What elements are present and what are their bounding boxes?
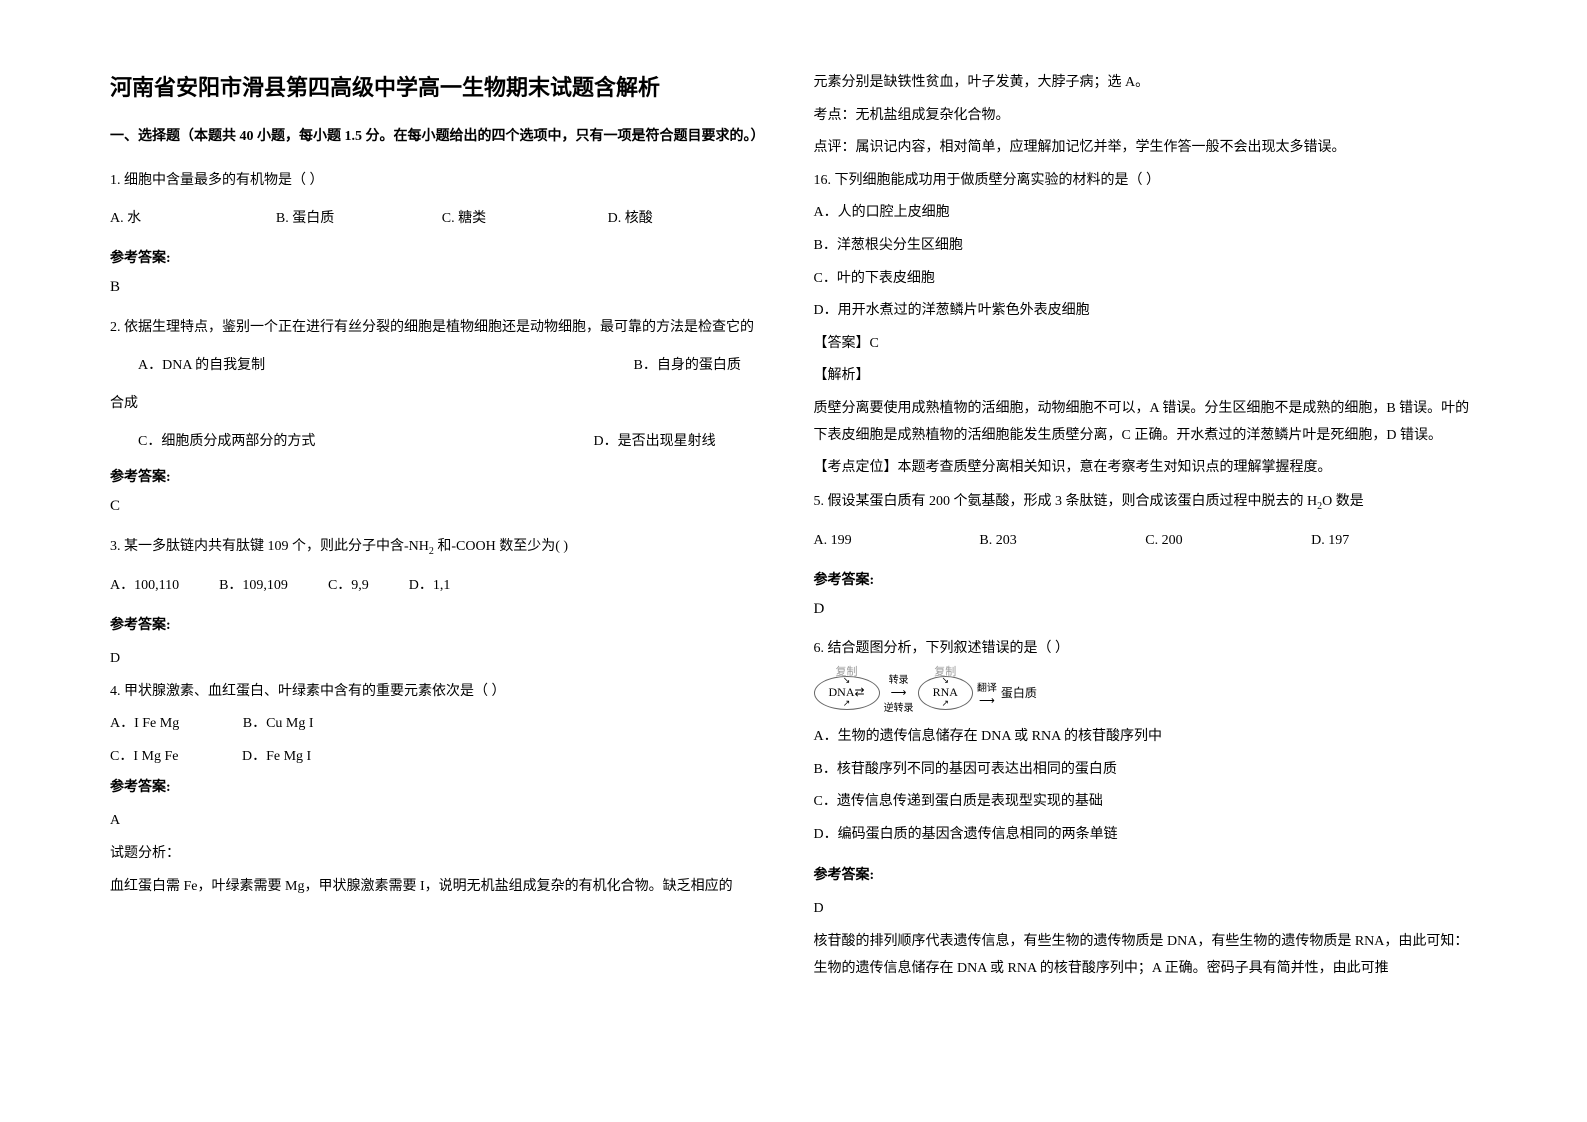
q4-optC: C．I Mg Fe: [110, 749, 178, 764]
q16-optD: D．用开水煮过的洋葱鳞片叶紫色外表皮细胞: [814, 298, 1478, 325]
q5-optD: D. 197: [1311, 527, 1477, 555]
q2-ans-label: 参考答案:: [110, 466, 774, 486]
q1-ans-label: 参考答案:: [110, 247, 774, 267]
trans-label: 转录: [889, 671, 909, 686]
q3-optC: C．9,9: [328, 572, 369, 600]
q4-optD: D．Fe Mg I: [242, 749, 311, 764]
q5-text-c: O 数是: [1322, 494, 1364, 509]
q16-ans: 【答案】C: [814, 331, 1478, 358]
q2-ans: C: [110, 498, 774, 515]
rna-node: 复制 ↘ RNA ↗: [918, 676, 973, 710]
rev-label: 逆转录: [884, 699, 914, 714]
q1-optC: C. 糖类: [442, 205, 608, 233]
q5-optB: B. 203: [979, 527, 1145, 555]
q6-diagram: 复制 ↘ DNA⇄ ↗ 转录 ⟶ 逆转录 复制 ↘ RNA ↗: [814, 670, 1478, 714]
q2-row1: A．DNA 的自我复制 B．自身的蛋白质: [110, 352, 774, 380]
q4-analysis1: 试题分析：: [110, 841, 774, 868]
q5-optA: A. 199: [814, 527, 980, 555]
rep1-label: 复制: [836, 663, 858, 679]
protein-label: 蛋白质: [1001, 684, 1037, 701]
q2-row2: C．细胞质分成两部分的方式 D．是否出现星射线: [110, 428, 774, 456]
q6-parse: 核苷酸的排列顺序代表遗传信息，有些生物的遗传物质是 DNA，有些生物的遗传物质是…: [814, 929, 1478, 982]
r-top3: 点评：属识记内容，相对简单，应理解加记忆并举，学生作答一般不会出现太多错误。: [814, 135, 1478, 162]
rep2-label: 复制: [934, 663, 956, 679]
q4-text: 4. 甲状腺激素、血红蛋白、叶绿素中含有的重要元素依次是（ ）: [110, 679, 774, 706]
left-column: 河南省安阳市滑县第四高级中学高一生物期末试题含解析 一、选择题（本题共 40 小…: [90, 70, 794, 1082]
q16-optB: B．洋葱根尖分生区细胞: [814, 233, 1478, 260]
q3-text-c: 和-COOH 数至少为( ): [434, 539, 568, 554]
q16-locate: 【考点定位】本题考查质壁分离相关知识，意在考察考生对知识点的理解掌握程度。: [814, 455, 1478, 482]
q4-optA: A．I Fe Mg: [110, 716, 179, 731]
q1-optA: A. 水: [110, 205, 276, 233]
r-top1: 元素分别是缺铁性贫血，叶子发黄，大脖子病；选 A。: [814, 70, 1478, 97]
translate-label: 翻译: [977, 679, 997, 694]
q5-text-a: 5. 假设某蛋白质有 200 个氨基酸，形成 3 条肽链，则合成该蛋白质过程中脱…: [814, 494, 1318, 509]
q5-ans: D: [814, 601, 1478, 618]
section-header: 一、选择题（本题共 40 小题，每小题 1.5 分。在每小题给出的四个选项中，只…: [110, 124, 774, 149]
q3-optD: D．1,1: [409, 572, 451, 600]
translate-arrow: 翻译 ⟶: [977, 679, 997, 707]
q5-optC: C. 200: [1145, 527, 1311, 555]
q4-row2: C．I Mg Fe D．Fe Mg I: [110, 744, 774, 771]
dna-label: DNA: [829, 685, 855, 699]
q3-optA: A．100,110: [110, 572, 179, 600]
q1-optB: B. 蛋白质: [276, 205, 442, 233]
q4-ans: A: [110, 808, 774, 835]
dna-node: 复制 ↘ DNA⇄ ↗: [814, 676, 880, 710]
q1-options: A. 水 B. 蛋白质 C. 糖类 D. 核酸: [110, 205, 774, 233]
q16-text: 16. 下列细胞能成功用于做质壁分离实验的材料的是（ ）: [814, 168, 1478, 195]
q2-optD: D．是否出现星射线: [594, 428, 774, 456]
right-column: 元素分别是缺铁性贫血，叶子发黄，大脖子病；选 A。 考点：无机盐组成复杂化合物。…: [794, 70, 1498, 1082]
q6-optA: A．生物的遗传信息储存在 DNA 或 RNA 的核苷酸序列中: [814, 724, 1478, 751]
q3-options: A．100,110 B．109,109 C．9,9 D．1,1: [110, 572, 774, 600]
q16-parse1: 质壁分离要使用成熟植物的活细胞，动物细胞不可以，A 错误。分生区细胞不是成熟的细…: [814, 396, 1478, 449]
q4-ans-label: 参考答案:: [110, 776, 774, 796]
q6-ans: D: [814, 896, 1478, 923]
q4-row1: A．I Fe Mg B．Cu Mg I: [110, 711, 774, 738]
q6-optD: D．编码蛋白质的基因含遗传信息相同的两条单链: [814, 822, 1478, 849]
q6-optB: B．核苷酸序列不同的基因可表达出相同的蛋白质: [814, 757, 1478, 784]
q2-optC: C．细胞质分成两部分的方式: [110, 428, 594, 456]
q2-text: 2. 依据生理特点，鉴别一个正在进行有丝分裂的细胞是植物细胞还是动物细胞，最可靠…: [110, 314, 774, 342]
q2-optA: A．DNA 的自我复制: [110, 352, 634, 380]
trans-arrow: 转录 ⟶ 逆转录: [884, 671, 914, 714]
r-top2: 考点：无机盐组成复杂化合物。: [814, 103, 1478, 130]
q3-ans: D: [110, 646, 774, 673]
q16-optA: A．人的口腔上皮细胞: [814, 200, 1478, 227]
q5-ans-label: 参考答案:: [814, 569, 1478, 589]
q16-optC: C．叶的下表皮细胞: [814, 266, 1478, 293]
q1-text: 1. 细胞中含量最多的有机物是（ ）: [110, 167, 774, 195]
q5-options: A. 199 B. 203 C. 200 D. 197: [814, 527, 1478, 555]
q6-optC: C．遗传信息传递到蛋白质是表现型实现的基础: [814, 789, 1478, 816]
q2-optB: B．自身的蛋白质: [634, 352, 774, 380]
q3-text: 3. 某一多肽链内共有肽键 109 个，则此分子中含-NH2 和-COOH 数至…: [110, 533, 774, 562]
q4-analysis2: 血红蛋白需 Fe，叶绿素需要 Mg，甲状腺激素需要 I，说明无机盐组成复杂的有机…: [110, 874, 774, 901]
q3-text-a: 3. 某一多肽链内共有肽键 109 个，则此分子中含-NH: [110, 539, 429, 554]
q1-ans: B: [110, 279, 774, 296]
page-title: 河南省安阳市滑县第四高级中学高一生物期末试题含解析: [110, 70, 774, 102]
q3-ans-label: 参考答案:: [110, 614, 774, 634]
q16-parse-label: 【解析】: [814, 363, 1478, 390]
q6-text: 6. 结合题图分析，下列叙述错误的是（ ）: [814, 636, 1478, 663]
rna-label: RNA: [933, 685, 958, 699]
q1-optD: D. 核酸: [608, 205, 774, 233]
q3-optB: B．109,109: [219, 572, 288, 600]
q6-ans-label: 参考答案:: [814, 864, 1478, 884]
q5-text: 5. 假设某蛋白质有 200 个氨基酸，形成 3 条肽链，则合成该蛋白质过程中脱…: [814, 488, 1478, 517]
q4-optB: B．Cu Mg I: [243, 716, 314, 731]
q2-optB-suffix: 合成: [110, 390, 774, 418]
